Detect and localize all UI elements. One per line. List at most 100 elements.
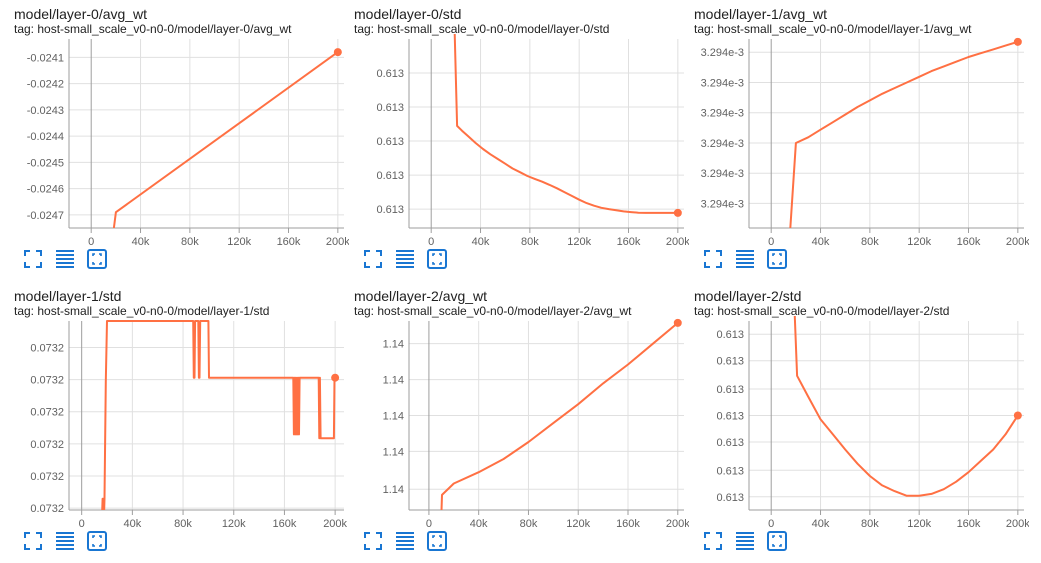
fit-domain-button[interactable]: [702, 248, 724, 270]
toggle-y-axis-fit-icon: [427, 249, 447, 269]
y-tick-label: -0.0242: [27, 79, 64, 91]
x-tick-label: 120k: [566, 518, 590, 530]
toggle-y-axis-fit-icon: [427, 531, 447, 551]
chart-card: model/layer-0/avg_wt tag: host-small_sca…: [14, 6, 354, 281]
toggle-log-scale-icon: [56, 532, 74, 550]
x-tick-label: 0: [768, 236, 774, 248]
x-tick-label: 80k: [174, 518, 192, 530]
series-line: [453, 34, 678, 214]
chart-title: model/layer-2/std: [694, 288, 802, 304]
x-tick-label: 40k: [472, 236, 490, 248]
toggle-y-axis-fit-icon: [767, 531, 787, 551]
toggle-log-scale-button[interactable]: [394, 530, 416, 552]
toggle-y-axis-fit-button[interactable]: [426, 248, 448, 270]
x-tick-label: 160k: [616, 518, 640, 530]
fit-domain-icon: [24, 532, 42, 550]
line-chart[interactable]: 0.613 0.613 0.613 0.613 0.613 0.613 0.613 0 40k 8…: [694, 316, 1029, 534]
line-chart[interactable]: 1.14 1.14 1.14 1.14 1.14 0 40k 80k 120k 160k 200k: [354, 316, 689, 534]
x-tick-label: 0: [768, 518, 774, 530]
chart-tag: tag: host-small_scale_v0-n0-0/model/laye…: [694, 304, 950, 318]
y-tick-label: -0.0241: [27, 52, 64, 64]
fit-domain-icon: [704, 250, 722, 268]
fit-domain-button[interactable]: [22, 248, 44, 270]
last-point-marker: [673, 318, 682, 327]
series-line: [112, 51, 339, 228]
x-tick-label: 200k: [323, 518, 347, 530]
y-tick-label: 3.294e-3: [701, 47, 744, 59]
fit-domain-button[interactable]: [362, 530, 384, 552]
x-tick-label: 200k: [326, 236, 349, 248]
chart-card: model/layer-1/std tag: host-small_scale_…: [14, 288, 354, 563]
y-tick-label: 0.613: [376, 170, 404, 182]
x-tick-label: 40k: [812, 236, 830, 248]
y-tick-label: 0.613: [716, 356, 744, 368]
last-point-marker: [673, 208, 682, 217]
toggle-y-axis-fit-button[interactable]: [766, 248, 788, 270]
last-point-marker: [1013, 37, 1022, 46]
chart-title: model/layer-2/avg_wt: [354, 288, 488, 304]
toggle-y-axis-fit-button[interactable]: [86, 248, 108, 270]
last-point-marker: [331, 373, 340, 382]
x-tick-label: 40k: [132, 236, 150, 248]
fit-domain-button[interactable]: [22, 530, 44, 552]
fit-domain-icon: [704, 532, 722, 550]
toggle-log-scale-button[interactable]: [54, 248, 76, 270]
chart-card: model/layer-0/std tag: host-small_scale_…: [354, 6, 694, 281]
x-tick-label: 0: [79, 518, 85, 530]
series-line: [789, 40, 1019, 228]
x-tick-label: 0: [428, 236, 434, 248]
x-tick-label: 200k: [666, 518, 689, 530]
chart-title: model/layer-1/std: [14, 288, 122, 304]
y-tick-label: 0.613: [716, 411, 744, 423]
toggle-log-scale-button[interactable]: [734, 530, 756, 552]
y-tick-label: 1.14: [383, 375, 404, 387]
toggle-log-scale-button[interactable]: [734, 248, 756, 270]
series-line: [101, 320, 336, 510]
series-line: [440, 322, 679, 510]
x-tick-label: 200k: [1006, 236, 1029, 248]
line-chart[interactable]: 0.0732 0.0732 0.0732 0.0732 0.0732 0.0732 0 40k…: [14, 316, 349, 534]
x-tick-label: 200k: [666, 236, 689, 248]
y-tick-label: 1.14: [383, 411, 404, 423]
y-tick-label: 0.0732: [30, 375, 64, 387]
toggle-y-axis-fit-button[interactable]: [766, 530, 788, 552]
last-point-marker: [333, 48, 342, 57]
x-tick-label: 80k: [861, 518, 879, 530]
y-tick-label: 0.613: [716, 329, 744, 341]
y-tick-label: 3.294e-3: [701, 108, 744, 120]
y-tick-label: -0.0246: [27, 184, 64, 196]
y-tick-label: 3.294e-3: [701, 138, 744, 150]
x-tick-label: 0: [426, 518, 432, 530]
x-tick-label: 120k: [222, 518, 246, 530]
toggle-log-scale-icon: [56, 250, 74, 268]
y-tick-label: 3.294e-3: [701, 168, 744, 180]
fit-domain-icon: [364, 250, 382, 268]
series-line: [793, 316, 1019, 497]
fit-domain-button[interactable]: [362, 248, 384, 270]
x-tick-label: 40k: [123, 518, 141, 530]
chart-tag: tag: host-small_scale_v0-n0-0/model/laye…: [14, 22, 292, 36]
y-tick-label: -0.0243: [27, 105, 64, 117]
toggle-log-scale-button[interactable]: [54, 530, 76, 552]
toggle-y-axis-fit-button[interactable]: [426, 530, 448, 552]
y-tick-label: 0.613: [716, 492, 744, 504]
x-tick-label: 120k: [907, 518, 931, 530]
toggle-y-axis-fit-button[interactable]: [86, 530, 108, 552]
line-chart[interactable]: 0.613 0.613 0.613 0.613 0.613 0 40k 80k 120k 160k…: [354, 34, 689, 252]
fit-domain-button[interactable]: [702, 530, 724, 552]
y-tick-label: 0.0732: [30, 407, 64, 419]
toggle-log-scale-icon: [736, 250, 754, 268]
x-tick-label: 160k: [957, 236, 981, 248]
x-tick-label: 80k: [520, 518, 538, 530]
toggle-log-scale-button[interactable]: [394, 248, 416, 270]
line-chart[interactable]: -0.0241 -0.0242 -0.0243 -0.0244 -0.0245 -0.02…: [14, 34, 349, 252]
y-tick-label: 0.613: [376, 102, 404, 114]
line-chart[interactable]: 3.294e-3 3.294e-3 3.294e-3 3.294e-3 3.294e-3…: [694, 34, 1029, 252]
y-tick-label: 0.0732: [30, 439, 64, 451]
y-tick-label: 3.294e-3: [701, 198, 744, 210]
y-tick-label: 0.613: [376, 204, 404, 216]
toggle-y-axis-fit-icon: [767, 249, 787, 269]
toggle-log-scale-icon: [396, 250, 414, 268]
y-tick-label: 0.0732: [30, 503, 64, 515]
last-point-marker: [1013, 411, 1022, 420]
